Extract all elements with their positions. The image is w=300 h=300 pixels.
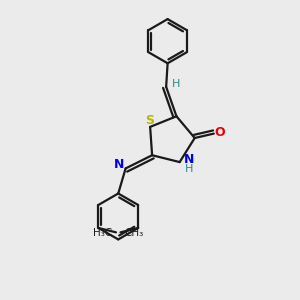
Text: S: S	[145, 114, 154, 127]
Text: N: N	[184, 153, 194, 166]
Text: H₃C: H₃C	[93, 228, 112, 238]
Text: H: H	[171, 80, 180, 89]
Text: CH₃: CH₃	[124, 228, 143, 238]
Text: N: N	[114, 158, 124, 171]
Text: O: O	[214, 126, 225, 139]
Text: H: H	[185, 164, 193, 174]
